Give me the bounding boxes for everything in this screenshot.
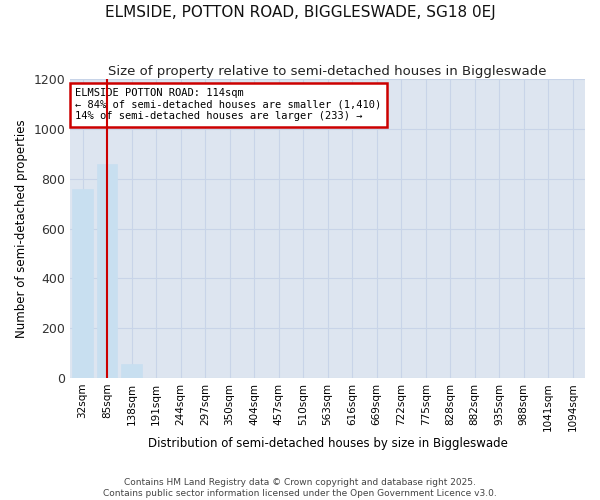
- Text: Contains HM Land Registry data © Crown copyright and database right 2025.
Contai: Contains HM Land Registry data © Crown c…: [103, 478, 497, 498]
- Bar: [72, 188, 93, 378]
- Title: Size of property relative to semi-detached houses in Biggleswade: Size of property relative to semi-detach…: [109, 65, 547, 78]
- Bar: [121, 364, 142, 378]
- Bar: [97, 164, 118, 378]
- Text: ELMSIDE POTTON ROAD: 114sqm
← 84% of semi-detached houses are smaller (1,410)
14: ELMSIDE POTTON ROAD: 114sqm ← 84% of sem…: [76, 88, 382, 122]
- Text: ELMSIDE, POTTON ROAD, BIGGLESWADE, SG18 0EJ: ELMSIDE, POTTON ROAD, BIGGLESWADE, SG18 …: [104, 5, 496, 20]
- X-axis label: Distribution of semi-detached houses by size in Biggleswade: Distribution of semi-detached houses by …: [148, 437, 508, 450]
- Y-axis label: Number of semi-detached properties: Number of semi-detached properties: [15, 119, 28, 338]
